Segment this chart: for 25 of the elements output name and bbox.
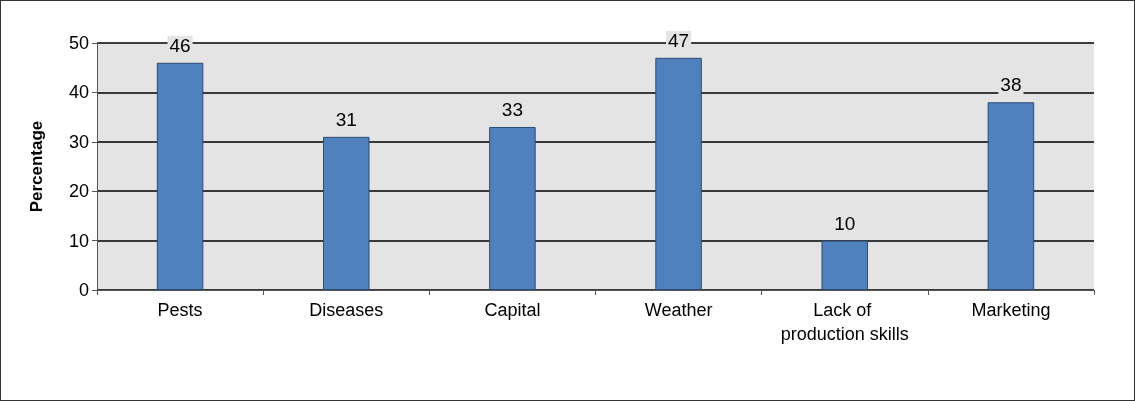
x-tick-label: Capital bbox=[484, 300, 541, 320]
y-axis-title: Percentage bbox=[27, 120, 46, 213]
y-tick-label: 20 bbox=[68, 181, 89, 202]
data-label: 33 bbox=[501, 98, 523, 120]
bar bbox=[489, 126, 536, 290]
data-label: 46 bbox=[169, 34, 191, 56]
bar bbox=[156, 62, 204, 290]
bar bbox=[655, 57, 702, 290]
x-tick-label: Marketing bbox=[971, 300, 1051, 320]
y-tick-label: 0 bbox=[78, 280, 89, 300]
x-tick-label: Pests bbox=[157, 300, 203, 320]
bar bbox=[987, 102, 1035, 290]
bar bbox=[322, 136, 370, 290]
y-tick-label: 50 bbox=[68, 33, 89, 53]
x-tick-label: Diseases bbox=[309, 300, 384, 320]
bar bbox=[821, 240, 869, 290]
x-tick-label: Lack of production skills bbox=[780, 300, 909, 344]
data-label: 10 bbox=[834, 212, 856, 234]
y-tick-label: 10 bbox=[68, 230, 89, 251]
data-label: 47 bbox=[668, 29, 690, 51]
y-tick-label: 30 bbox=[68, 131, 89, 152]
data-label: 38 bbox=[1000, 74, 1022, 96]
x-tick-label: Weather bbox=[644, 300, 713, 320]
data-label: 31 bbox=[335, 108, 357, 130]
y-tick-label: 40 bbox=[68, 82, 89, 103]
